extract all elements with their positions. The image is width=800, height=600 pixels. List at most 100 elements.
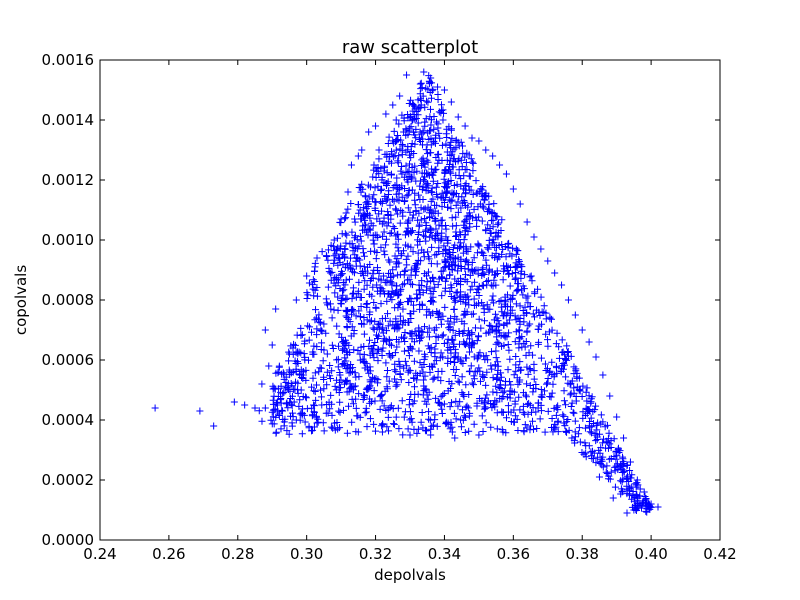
data-point [422,286,430,294]
data-point [196,407,204,415]
data-point [364,269,372,277]
data-point [481,394,489,402]
data-point [434,333,442,341]
data-point [522,391,530,399]
data-point [367,247,375,255]
data-point [467,200,475,208]
data-point [314,415,322,423]
data-point [478,299,486,307]
y-tick-label: 0.0012 [42,171,95,189]
data-point [343,307,351,315]
data-point [338,287,346,295]
data-point [336,398,344,406]
data-point [395,300,403,308]
data-point [377,243,385,251]
data-point [366,415,374,423]
data-point [458,163,466,171]
data-point [365,384,373,392]
data-point [279,390,287,398]
data-point [557,368,565,376]
data-point [596,430,604,438]
data-point [425,324,433,332]
data-point [470,381,478,389]
data-point [529,417,537,425]
data-point [351,215,359,223]
data-point [492,340,500,348]
data-point [405,352,413,360]
data-point [339,338,347,346]
data-point [492,354,500,362]
data-point [283,399,291,407]
data-point [424,170,432,178]
data-point [373,215,381,223]
data-point [469,167,477,175]
data-point [446,141,454,149]
data-point [439,331,447,339]
data-point [488,296,496,304]
data-point [438,203,446,211]
data-point [489,401,497,409]
data-point [542,330,550,338]
data-point [404,425,412,433]
data-point [299,393,307,401]
data-point [465,151,473,159]
data-point [442,222,450,230]
data-point [420,361,428,369]
data-point [425,333,433,341]
data-point [277,425,285,433]
data-point [407,96,415,104]
data-point [438,156,446,164]
data-point [540,302,548,310]
data-point [442,263,450,271]
data-point [389,266,397,274]
data-point [470,310,478,318]
data-point [413,429,421,437]
data-point [438,409,446,417]
data-point [529,404,537,412]
data-point [459,329,467,337]
data-point [328,367,336,375]
data-point [418,333,426,341]
data-point [381,192,389,200]
data-point [414,119,422,127]
data-point [552,362,560,370]
data-point [280,418,288,426]
data-point [443,148,451,156]
data-point [303,289,311,297]
data-point [348,265,356,273]
data-point [347,360,355,368]
data-point [491,310,499,318]
data-point [425,135,433,143]
data-point [434,159,442,167]
data-point [393,260,401,268]
data-point [292,359,300,367]
data-point [426,105,434,113]
data-point [384,219,392,227]
data-point [592,402,600,410]
data-point [390,325,398,333]
data-point [613,413,621,421]
data-point [402,162,410,170]
data-point [438,292,446,300]
data-point [401,329,409,337]
data-point [605,472,613,480]
data-point [390,127,398,135]
data-point [454,253,462,261]
data-point [360,359,368,367]
data-point [432,340,440,348]
data-point [426,345,434,353]
data-point [277,382,285,390]
data-point [340,286,348,294]
data-point [438,141,446,149]
data-point [468,329,476,337]
data-point [625,491,633,499]
data-point [369,195,377,203]
data-point [491,243,499,251]
data-point [567,403,575,411]
data-point [509,244,517,252]
data-point [353,412,361,420]
data-point [403,192,411,200]
data-point [411,102,419,110]
data-point [457,288,465,296]
data-point [420,270,428,278]
